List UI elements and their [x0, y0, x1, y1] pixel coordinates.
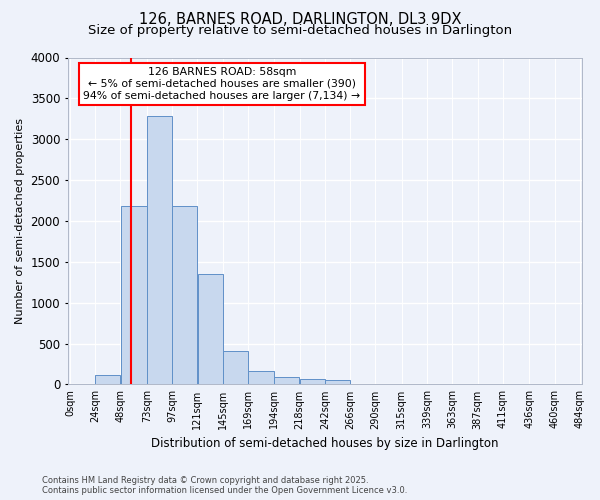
Text: 126 BARNES ROAD: 58sqm
← 5% of semi-detached houses are smaller (390)
94% of sem: 126 BARNES ROAD: 58sqm ← 5% of semi-deta… — [83, 68, 361, 100]
Y-axis label: Number of semi-detached properties: Number of semi-detached properties — [15, 118, 25, 324]
Bar — [325, 380, 350, 384]
Bar — [248, 372, 274, 384]
Bar — [121, 206, 146, 384]
Bar — [95, 376, 121, 384]
Bar — [300, 378, 325, 384]
Text: Contains HM Land Registry data © Crown copyright and database right 2025.
Contai: Contains HM Land Registry data © Crown c… — [42, 476, 407, 495]
Bar — [172, 206, 197, 384]
Bar — [274, 377, 299, 384]
Bar — [223, 351, 248, 384]
Bar — [197, 274, 223, 384]
Text: 126, BARNES ROAD, DARLINGTON, DL3 9DX: 126, BARNES ROAD, DARLINGTON, DL3 9DX — [139, 12, 461, 28]
X-axis label: Distribution of semi-detached houses by size in Darlington: Distribution of semi-detached houses by … — [151, 437, 499, 450]
Bar — [147, 116, 172, 384]
Text: Size of property relative to semi-detached houses in Darlington: Size of property relative to semi-detach… — [88, 24, 512, 37]
